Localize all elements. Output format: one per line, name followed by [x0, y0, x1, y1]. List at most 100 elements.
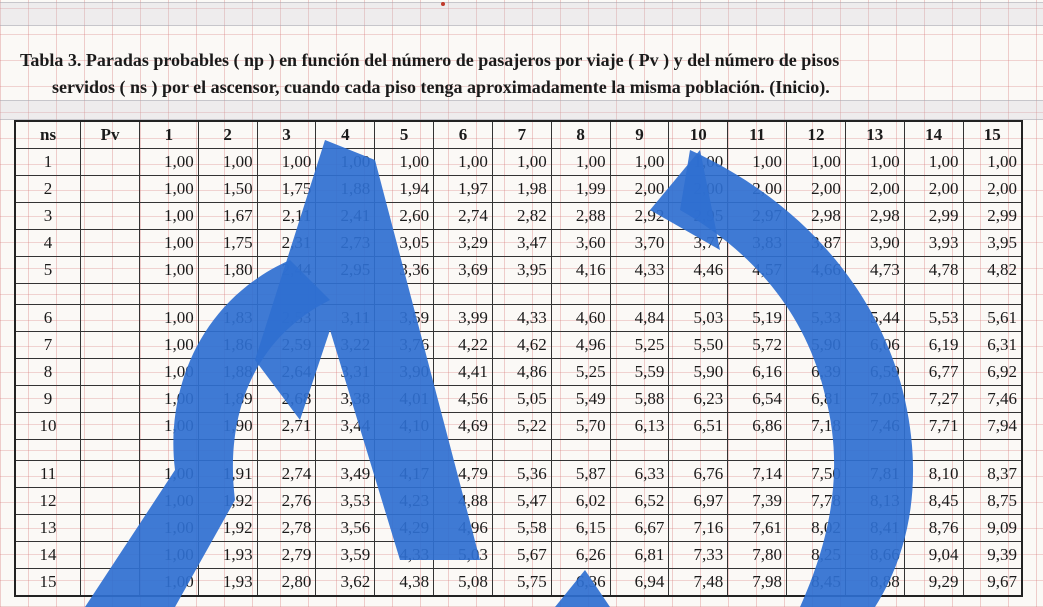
value-cell: 7,81: [844, 460, 905, 488]
value-cell: 4,88: [433, 487, 493, 515]
value-cell: 2,41: [315, 202, 376, 230]
value-cell: 3,77: [668, 229, 729, 257]
value-cell: 5,49: [550, 385, 611, 413]
value-cell: 7,33: [668, 541, 729, 569]
header-cell: ns: [14, 120, 82, 149]
pv-cell: [80, 514, 140, 542]
value-cell: 4,60: [550, 304, 611, 332]
value-cell: 7,50: [786, 460, 846, 488]
separator-cell: [433, 283, 493, 305]
value-cell: 4,96: [550, 331, 611, 359]
value-cell: 5,53: [903, 304, 964, 332]
value-cell: 2,60: [374, 202, 435, 230]
value-cell: 1,94: [374, 175, 435, 203]
value-cell: 5,05: [491, 385, 552, 413]
value-cell: 6,97: [668, 487, 729, 515]
value-cell: 6,33: [609, 460, 670, 488]
value-cell: 2,79: [256, 541, 317, 569]
value-cell: 2,76: [256, 487, 317, 515]
separator-cell: [962, 439, 1023, 461]
header-cell: 8: [550, 120, 611, 149]
value-cell: 9,29: [903, 568, 964, 597]
value-cell: 3,47: [491, 229, 552, 257]
value-cell: 6,51: [668, 412, 729, 440]
value-cell: 1,00: [138, 568, 199, 597]
value-cell: 1,00: [138, 514, 199, 542]
pv-cell: [80, 175, 140, 203]
value-cell: 2,59: [256, 331, 317, 359]
value-cell: 3,22: [315, 331, 376, 359]
value-cell: 1,00: [550, 148, 611, 176]
value-cell: 3,49: [315, 460, 376, 488]
pv-cell: [80, 256, 140, 284]
value-cell: 8,37: [962, 460, 1023, 488]
separator-cell: [80, 439, 140, 461]
value-cell: 2,00: [786, 175, 846, 203]
value-cell: 5,75: [491, 568, 552, 597]
value-cell: 3,60: [550, 229, 611, 257]
value-cell: 1,00: [668, 148, 729, 176]
pv-cell: [80, 202, 140, 230]
pv-cell: [80, 358, 140, 386]
ns-cell: 1: [14, 148, 82, 176]
value-cell: 6,36: [550, 568, 611, 597]
table-row: 15 1,00 1,93 2,80 3,62 4,38 5,08 5,75 6,36 6,94 7,…: [14, 568, 1023, 597]
table-row: 7 1,00 1,86 2,59 3,22 3,76 4,22 4,62 4,96 5,25 5,5…: [14, 331, 1023, 359]
header-cell: 1: [138, 120, 199, 149]
value-cell: 2,78: [256, 514, 317, 542]
value-cell: 5,67: [491, 541, 552, 569]
table-body: 1 1,00 1,00 1,00 1,00 1,00 1,00 1,00 1,00 1,00 1,0…: [14, 148, 1023, 597]
separator-cell: [14, 283, 82, 305]
ghost-strip-top: [0, 2, 1043, 26]
value-cell: 3,69: [433, 256, 493, 284]
value-cell: 1,00: [786, 148, 846, 176]
value-cell: 5,88: [609, 385, 670, 413]
value-cell: 5,70: [550, 412, 611, 440]
value-cell: 8,45: [786, 568, 846, 597]
value-cell: 2,73: [315, 229, 376, 257]
value-cell: 1,97: [433, 175, 493, 203]
value-cell: 7,16: [668, 514, 729, 542]
separator-cell: [903, 283, 964, 305]
value-cell: 1,00: [962, 148, 1023, 176]
value-cell: 7,39: [727, 487, 788, 515]
value-cell: 6,19: [903, 331, 964, 359]
ns-cell: 9: [14, 385, 82, 413]
header-cell: Pv: [80, 120, 140, 149]
table-row: 11 1,00 1,91 2,74 3,49 4,17 4,79 5,36 5,87 6,33 6,…: [14, 460, 1023, 488]
separator-cell: [138, 439, 199, 461]
value-cell: 6,16: [727, 358, 788, 386]
pv-cell: [80, 148, 140, 176]
value-cell: 5,33: [786, 304, 846, 332]
separator-cell: [491, 439, 552, 461]
separator-cell: [138, 283, 199, 305]
value-cell: 5,08: [433, 568, 493, 597]
value-cell: 1,00: [197, 148, 258, 176]
value-cell: 6,31: [962, 331, 1023, 359]
separator-cell: [727, 439, 788, 461]
value-cell: 3,29: [433, 229, 493, 257]
value-cell: 1,83: [197, 304, 258, 332]
value-cell: 1,00: [374, 148, 435, 176]
value-cell: 1,00: [138, 148, 199, 176]
value-cell: 8,75: [962, 487, 1023, 515]
value-cell: 7,80: [727, 541, 788, 569]
caption-line-2: servidos ( ns ) por el ascensor, cuando …: [52, 77, 830, 97]
value-cell: 2,44: [256, 256, 317, 284]
header-cell: 6: [433, 120, 493, 149]
value-cell: 3,87: [786, 229, 846, 257]
value-cell: 6,52: [609, 487, 670, 515]
value-cell: 3,76: [374, 331, 435, 359]
pv-cell: [80, 331, 140, 359]
value-cell: 7,05: [844, 385, 905, 413]
value-cell: 3,11: [315, 304, 376, 332]
value-cell: 1,00: [609, 148, 670, 176]
value-cell: 2,95: [668, 202, 729, 230]
value-cell: 1,00: [844, 148, 905, 176]
separator-cell: [609, 439, 670, 461]
group-separator-row: [14, 283, 1023, 305]
value-cell: 4,79: [433, 460, 493, 488]
value-cell: 1,00: [138, 460, 199, 488]
value-cell: 2,00: [668, 175, 729, 203]
value-cell: 4,16: [550, 256, 611, 284]
